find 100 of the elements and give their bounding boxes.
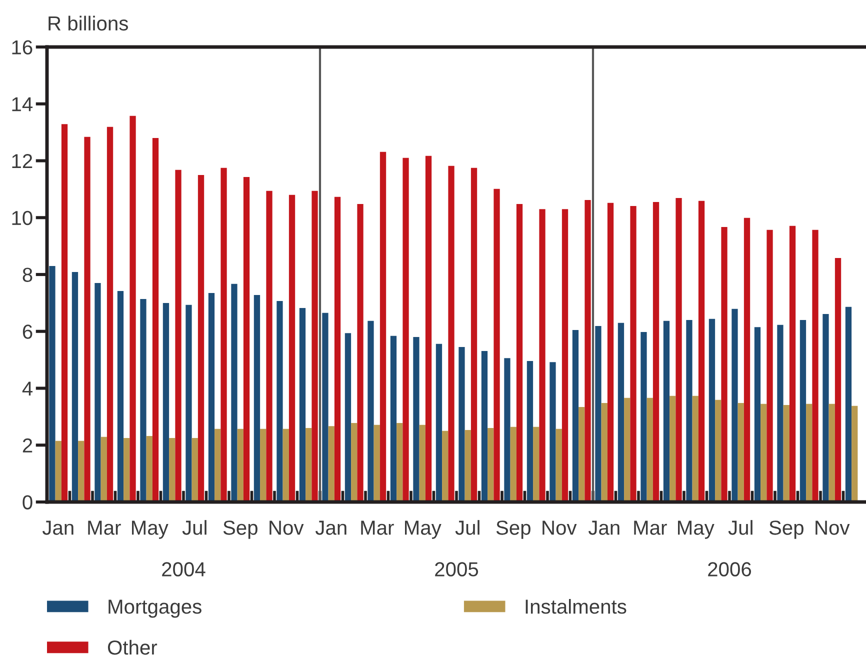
bar xyxy=(595,326,602,502)
bar xyxy=(106,126,114,502)
x-tick-label: Sep xyxy=(496,520,530,539)
bar xyxy=(312,190,318,502)
bar xyxy=(708,318,716,502)
y-tick-label: 0 xyxy=(22,495,32,510)
legend-label: Other xyxy=(108,640,158,655)
x-tick-label: Sep xyxy=(769,520,804,539)
x-tick-label: Mar xyxy=(88,520,121,535)
x-tick-label: Jul xyxy=(455,520,480,535)
bar xyxy=(601,403,608,502)
bar xyxy=(288,194,296,502)
y-tick-label: 16 xyxy=(12,40,32,54)
bar xyxy=(562,209,568,502)
bar xyxy=(800,320,806,502)
bar xyxy=(812,230,818,502)
text: 2006 xyxy=(708,562,752,576)
bar xyxy=(237,428,244,502)
y-tick-label: 2 xyxy=(22,438,32,452)
bar xyxy=(442,430,448,502)
x-tick-label: Sep xyxy=(223,520,258,539)
x-tick-label: Nov xyxy=(816,520,850,535)
bar xyxy=(328,426,334,502)
bar xyxy=(715,400,722,502)
y-tick-label: 10 xyxy=(12,210,32,226)
bar xyxy=(402,158,409,502)
bar xyxy=(578,407,585,502)
bar xyxy=(760,404,767,502)
bar xyxy=(276,300,283,502)
bar xyxy=(220,168,227,502)
legend-label: Mortgages xyxy=(108,600,202,618)
bar xyxy=(55,440,62,502)
bar xyxy=(436,344,442,502)
bar xyxy=(49,266,56,502)
bar xyxy=(488,428,494,502)
bar xyxy=(777,324,784,502)
bar xyxy=(744,218,750,502)
bar xyxy=(162,302,170,502)
bar xyxy=(834,258,842,502)
bar xyxy=(754,327,761,502)
bar xyxy=(152,138,159,502)
bar xyxy=(192,438,198,502)
bar xyxy=(117,290,124,502)
bar xyxy=(692,396,698,502)
text: 2005 xyxy=(435,562,478,576)
bar xyxy=(72,272,78,502)
bar xyxy=(413,337,420,502)
bar xyxy=(260,428,266,502)
bar xyxy=(186,304,192,502)
bar xyxy=(572,330,579,502)
bar xyxy=(94,283,101,502)
bar xyxy=(254,294,260,502)
bar xyxy=(425,156,432,502)
bar xyxy=(299,308,306,502)
bar xyxy=(78,440,84,502)
bar xyxy=(470,168,478,502)
bar xyxy=(806,404,812,502)
bar xyxy=(533,426,540,502)
y-axis-title: R billions xyxy=(48,16,128,31)
bar xyxy=(607,202,614,502)
bar xyxy=(676,198,682,502)
bar xyxy=(556,428,562,502)
x-tick-label: Jul xyxy=(728,520,752,535)
bar xyxy=(721,227,728,502)
bar xyxy=(504,358,510,502)
y-tick-label: 8 xyxy=(22,268,32,282)
bar xyxy=(243,176,250,502)
bar xyxy=(698,200,705,502)
bar xyxy=(306,428,312,502)
bar xyxy=(738,403,744,502)
bar xyxy=(208,292,215,502)
bar xyxy=(124,438,130,502)
x-tick-label: Nov xyxy=(542,520,577,535)
bar xyxy=(396,422,403,502)
y-tick-label: 12 xyxy=(12,154,32,168)
bar xyxy=(368,320,374,502)
bar xyxy=(380,152,386,502)
bar xyxy=(516,204,523,502)
x-tick-label: Jan xyxy=(42,520,74,535)
bar xyxy=(670,396,676,502)
bar xyxy=(198,174,204,502)
bar xyxy=(100,436,107,502)
text: 2004 xyxy=(162,562,206,576)
x-tick-label: Mar xyxy=(361,520,394,535)
x-tick-label: Mar xyxy=(634,520,667,535)
bar xyxy=(344,333,352,502)
bar xyxy=(783,405,790,502)
y-tick-label: 6 xyxy=(22,324,32,339)
bar xyxy=(640,332,647,502)
bar xyxy=(130,116,136,502)
x-tick-label: Jan xyxy=(315,520,346,535)
bar xyxy=(322,312,328,502)
bar xyxy=(652,202,660,502)
bar xyxy=(282,428,289,502)
bar xyxy=(481,350,488,502)
bar xyxy=(448,166,454,502)
bar xyxy=(584,200,591,502)
x-tick-label: Jan xyxy=(588,520,620,535)
bar xyxy=(458,347,465,502)
bar xyxy=(663,320,670,502)
